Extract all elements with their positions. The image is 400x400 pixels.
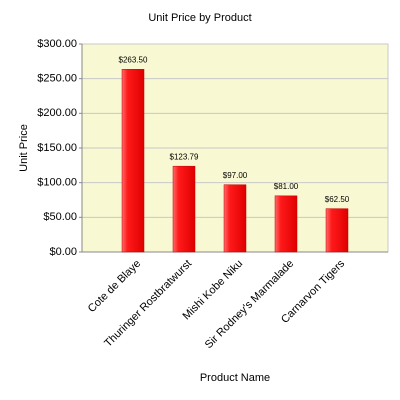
value-label: $263.50 — [119, 55, 148, 64]
x-tick-label: Cote de Blaye — [86, 258, 143, 315]
y-tick-label: $150.00 — [37, 142, 77, 154]
y-tick-label: $0.00 — [49, 246, 77, 258]
value-label: $81.00 — [274, 182, 299, 191]
x-tick-label: Thuringer Rostbratwurst — [102, 258, 194, 350]
y-tick-label: $250.00 — [37, 73, 77, 85]
bar — [274, 195, 298, 253]
bar — [325, 208, 349, 253]
y-tick-label: $200.00 — [37, 107, 77, 119]
bar — [121, 69, 145, 253]
value-label: $97.00 — [223, 171, 248, 180]
chart-title: Unit Price by Product — [148, 12, 251, 24]
y-tick-label: $300.00 — [37, 38, 77, 50]
y-axis-label: Unit Price — [18, 124, 30, 172]
bar — [223, 184, 247, 253]
value-label: $123.79 — [170, 152, 199, 161]
y-tick-label: $100.00 — [37, 177, 77, 189]
value-label: $62.50 — [325, 195, 350, 204]
y-tick-label: $50.00 — [43, 211, 77, 223]
x-tick-label: Sir Rodney's Marmalade — [203, 258, 296, 351]
bar — [172, 165, 196, 253]
x-axis-label: Product Name — [200, 372, 270, 384]
